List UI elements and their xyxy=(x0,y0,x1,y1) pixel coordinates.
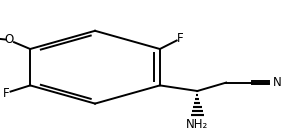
Text: NH₂: NH₂ xyxy=(186,118,209,131)
Text: F: F xyxy=(177,32,184,45)
Text: F: F xyxy=(2,87,9,100)
Text: O: O xyxy=(4,33,13,46)
Text: N: N xyxy=(273,76,282,89)
